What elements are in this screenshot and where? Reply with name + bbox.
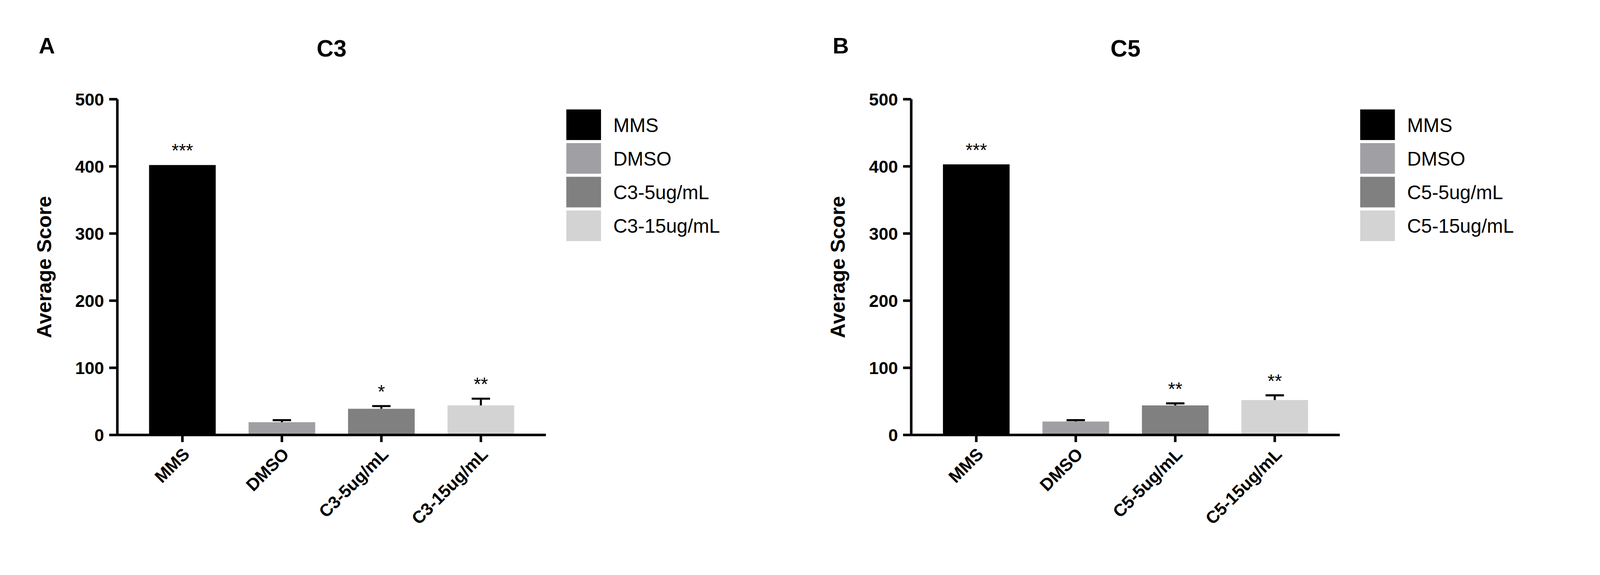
legend: MMS DMSO C3-5ug/mL C3-15ug/mL (566, 109, 720, 242)
error-cap (471, 397, 491, 400)
y-axis-label: Average Score (32, 196, 56, 339)
y-tick (903, 433, 912, 437)
panel: BC5Average Score*******0100200300400500M… (826, 33, 1514, 529)
y-tick-label: 0 (94, 425, 105, 445)
x-tick-label: C3-5ug/mL (314, 444, 393, 522)
legend-label: C5-15ug/mL (1407, 215, 1514, 237)
x-tick (1173, 434, 1177, 443)
legend-swatch (1360, 210, 1396, 242)
y-tick-label: 400 (75, 156, 105, 177)
y-tick-label: 200 (75, 291, 105, 311)
y-tick (109, 165, 118, 168)
y-tick-label: 100 (869, 358, 899, 378)
legend-swatch (1360, 109, 1396, 140)
x-tick-label: C5-5ug/mL (1108, 444, 1187, 522)
y-tick-label: 500 (75, 89, 105, 110)
error-bar (1165, 403, 1185, 406)
x-tick-label: MMS (944, 444, 988, 487)
y-axis-line (909, 99, 913, 435)
y-tick-label: 500 (869, 89, 899, 110)
bar (447, 405, 515, 435)
chart-svg: AC3Average Score******0100200300400500MM… (0, 0, 1600, 575)
x-tick (1074, 434, 1078, 443)
chart-title: C5 (1110, 35, 1141, 62)
bar (942, 164, 1010, 435)
legend-swatch (566, 109, 602, 140)
x-tick (280, 434, 284, 443)
x-tick-label: C5-15ug/mL (1201, 444, 1286, 529)
y-tick (903, 299, 912, 303)
y-tick-label: 100 (75, 358, 105, 378)
error-bar (272, 419, 292, 423)
bar (347, 408, 415, 435)
error-bar (471, 398, 491, 406)
legend-label: C3-5ug/mL (613, 181, 710, 204)
x-tick (181, 434, 184, 443)
error-cap (372, 404, 391, 408)
legend-label: C3-15ug/mL (613, 215, 721, 237)
error-cap (1265, 394, 1285, 397)
y-tick (109, 299, 118, 303)
panel: AC3Average Score******0100200300400500MM… (32, 33, 721, 529)
significance: *** (965, 139, 988, 161)
y-axis-label: Average Score (826, 196, 850, 339)
bar (248, 422, 316, 435)
legend-swatch (1360, 143, 1396, 174)
y-tick (109, 232, 118, 235)
significance: *** (171, 139, 194, 161)
error-cap (1066, 419, 1086, 422)
bars (149, 165, 515, 435)
y-tick (903, 165, 912, 168)
panel-label: B (832, 33, 849, 59)
x-tick (479, 434, 483, 443)
y-tick-label: 0 (888, 425, 898, 445)
legend: MMS DMSO C5-5ug/mL C5-15ug/mL (1360, 109, 1514, 242)
significance: * (377, 381, 385, 402)
y-tick (903, 232, 912, 235)
y-tick-label: 200 (869, 291, 899, 311)
bars (942, 164, 1309, 435)
bar (1241, 400, 1309, 435)
y-tick-label: 300 (869, 223, 899, 244)
error-bar (372, 406, 391, 409)
x-tick (1273, 434, 1277, 443)
legend-label: DMSO (613, 147, 672, 170)
figure-root: AC3Average Score******0100200300400500MM… (0, 0, 1600, 575)
x-tick-label: MMS (150, 444, 193, 487)
bar (1142, 405, 1209, 435)
y-tick (109, 366, 118, 370)
significance: ** (473, 373, 488, 395)
y-tick (109, 433, 118, 437)
legend-swatch (566, 143, 602, 174)
error-cap (272, 419, 292, 422)
bar (1042, 421, 1109, 435)
significance: ** (1168, 378, 1183, 400)
error-bar (1265, 395, 1285, 401)
error-cap (1165, 402, 1185, 405)
y-axis-line (116, 99, 119, 435)
legend-swatch (1360, 176, 1396, 208)
chart-title: C3 (316, 35, 347, 62)
legend-label: DMSO (1407, 147, 1466, 170)
x-tick (975, 434, 978, 443)
legend-label: MMS (613, 114, 659, 137)
y-tick (903, 366, 912, 370)
y-tick (109, 98, 118, 101)
x-tick-label: DMSO (1036, 444, 1087, 495)
y-tick (903, 98, 912, 101)
legend-label: MMS (1407, 114, 1453, 137)
x-tick-label: DMSO (242, 444, 293, 495)
y-tick-label: 300 (75, 223, 105, 244)
legend-swatch (566, 210, 602, 242)
panel-label: A (38, 33, 56, 59)
legend-swatch (566, 176, 602, 208)
x-tick-label: C3-15ug/mL (407, 444, 492, 529)
x-tick (380, 434, 383, 443)
legend-label: C5-5ug/mL (1407, 181, 1503, 204)
bar (149, 165, 216, 435)
error-bar (1066, 419, 1086, 422)
y-tick-label: 400 (869, 156, 899, 177)
significance: ** (1267, 370, 1282, 392)
